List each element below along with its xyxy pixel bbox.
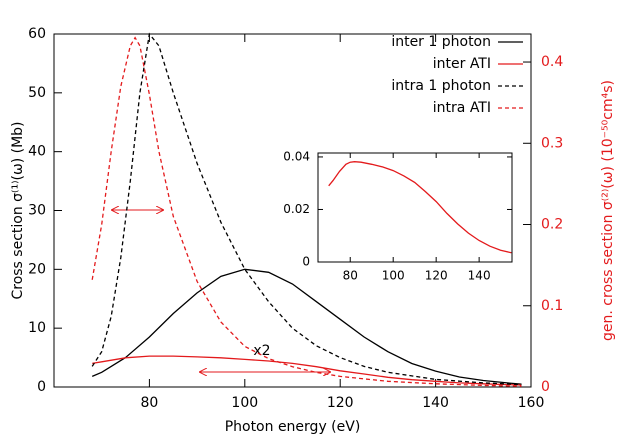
y-tick-label: 50 — [28, 85, 46, 101]
legend-label: intra ATI — [433, 100, 491, 116]
series-line — [328, 161, 512, 254]
x-tick-label: 160 — [518, 395, 545, 411]
x-axis-title: Photon energy (eV) — [225, 419, 361, 435]
y-tick-label: 0.02 — [283, 202, 310, 216]
y-tick-label: 20 — [28, 261, 46, 277]
annotation: x2 — [253, 343, 270, 359]
y2-tick-label: 0.2 — [541, 217, 563, 233]
y2-tick-label: 0.1 — [541, 298, 563, 314]
y-tick-label: 60 — [28, 26, 46, 42]
legend-label: inter ATI — [433, 56, 491, 72]
x-tick-label: 80 — [140, 395, 158, 411]
x-tick-label: 100 — [382, 269, 405, 283]
y2-axis-title: gen. cross section σ⁽²⁾(ω) (10⁻⁵⁰cm⁴s) — [600, 80, 616, 341]
y2-tick-label: 0.4 — [541, 54, 563, 70]
y-tick-label: 30 — [28, 203, 46, 219]
y-tick-label: 0 — [302, 255, 310, 269]
y-tick-label: 10 — [28, 320, 46, 336]
y2-tick-label: 0.3 — [541, 135, 563, 151]
x-tick-label: 120 — [327, 395, 354, 411]
x-tick-label: 140 — [468, 269, 491, 283]
y2-tick-label: 0 — [541, 379, 550, 395]
series-line — [91, 268, 522, 385]
series-line — [92, 355, 522, 386]
series-line — [91, 32, 522, 386]
x-tick-label: 120 — [425, 269, 448, 283]
x-tick-label: 80 — [343, 269, 358, 283]
x-tick-label: 100 — [231, 395, 258, 411]
y-tick-label: 40 — [28, 144, 46, 160]
legend-label: inter 1 photon — [391, 34, 491, 50]
plot-frame — [317, 152, 513, 263]
x-tick-label: 140 — [422, 395, 449, 411]
y-tick-label: 0 — [37, 379, 46, 395]
inset-background — [318, 153, 512, 262]
y-tick-label: 0.04 — [283, 149, 310, 163]
series-line — [91, 36, 522, 387]
y-axis-title: Cross section σ⁽¹⁾(ω) (Mb) — [10, 121, 26, 299]
legend-label: intra 1 photon — [391, 78, 491, 94]
